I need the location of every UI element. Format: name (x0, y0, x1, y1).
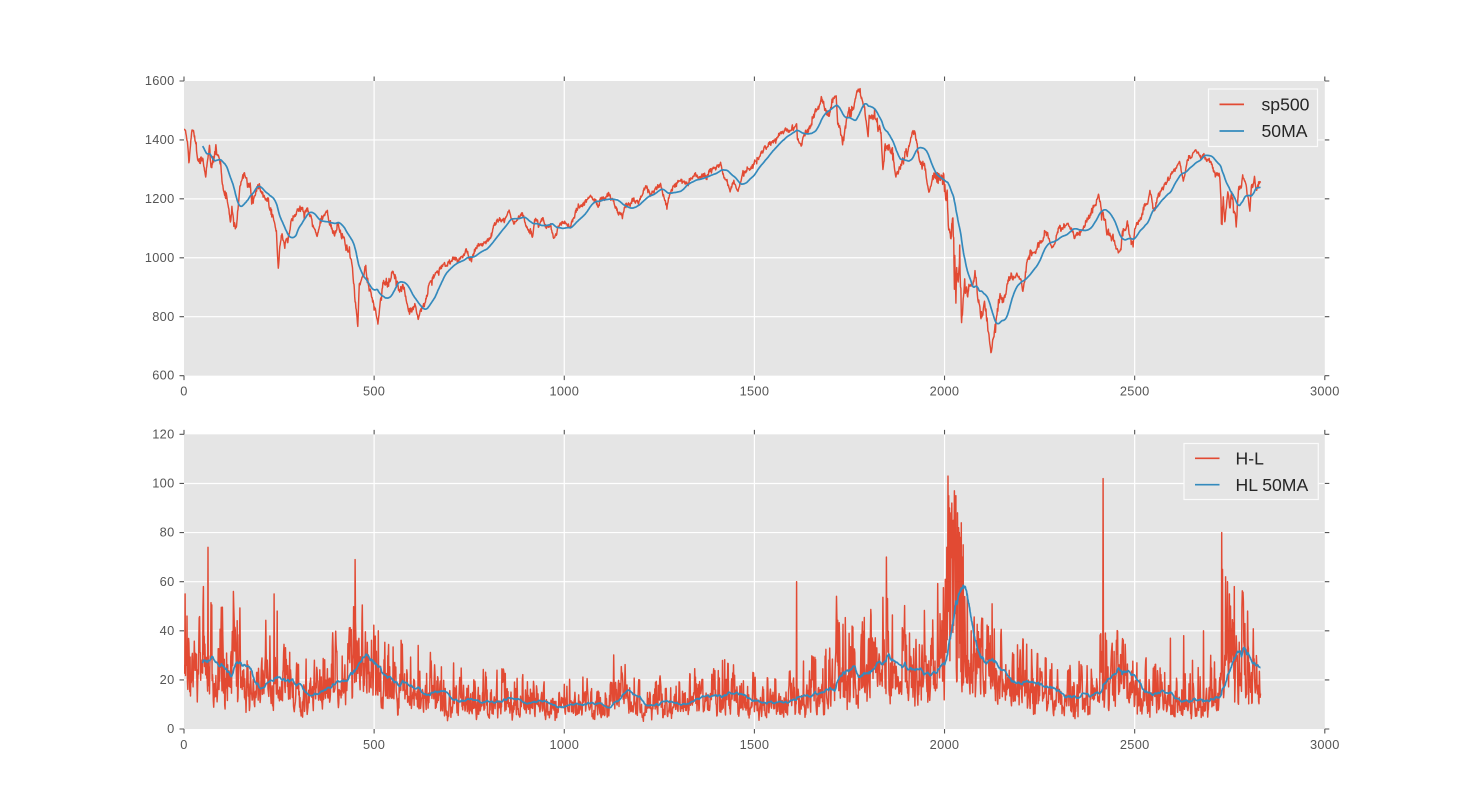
svg-text:2500: 2500 (1120, 384, 1150, 399)
svg-text:3000: 3000 (1310, 737, 1340, 752)
svg-text:50MA: 50MA (1262, 121, 1308, 141)
svg-text:120: 120 (152, 427, 174, 442)
svg-text:20: 20 (160, 672, 175, 687)
svg-text:2000: 2000 (930, 737, 960, 752)
svg-text:H-L: H-L (1236, 449, 1265, 469)
svg-text:1600: 1600 (145, 73, 175, 88)
svg-text:80: 80 (160, 525, 175, 540)
svg-text:0: 0 (167, 721, 174, 736)
svg-text:3000: 3000 (1310, 384, 1340, 399)
svg-text:1000: 1000 (549, 737, 579, 752)
svg-text:500: 500 (363, 384, 385, 399)
svg-text:40: 40 (160, 623, 175, 638)
svg-text:2500: 2500 (1120, 737, 1150, 752)
svg-text:1500: 1500 (740, 737, 770, 752)
svg-text:600: 600 (152, 368, 174, 383)
svg-text:500: 500 (363, 737, 385, 752)
svg-text:800: 800 (152, 309, 174, 324)
svg-text:0: 0 (180, 737, 187, 752)
svg-text:2000: 2000 (930, 384, 960, 399)
svg-text:1000: 1000 (145, 250, 175, 265)
svg-text:0: 0 (180, 384, 187, 399)
svg-text:1000: 1000 (549, 384, 579, 399)
svg-text:1400: 1400 (145, 132, 175, 147)
svg-text:1500: 1500 (740, 384, 770, 399)
svg-text:sp500: sp500 (1262, 95, 1310, 115)
svg-text:100: 100 (152, 476, 174, 491)
svg-text:60: 60 (160, 574, 175, 589)
svg-text:1200: 1200 (145, 191, 175, 206)
svg-text:HL 50MA: HL 50MA (1236, 475, 1309, 495)
